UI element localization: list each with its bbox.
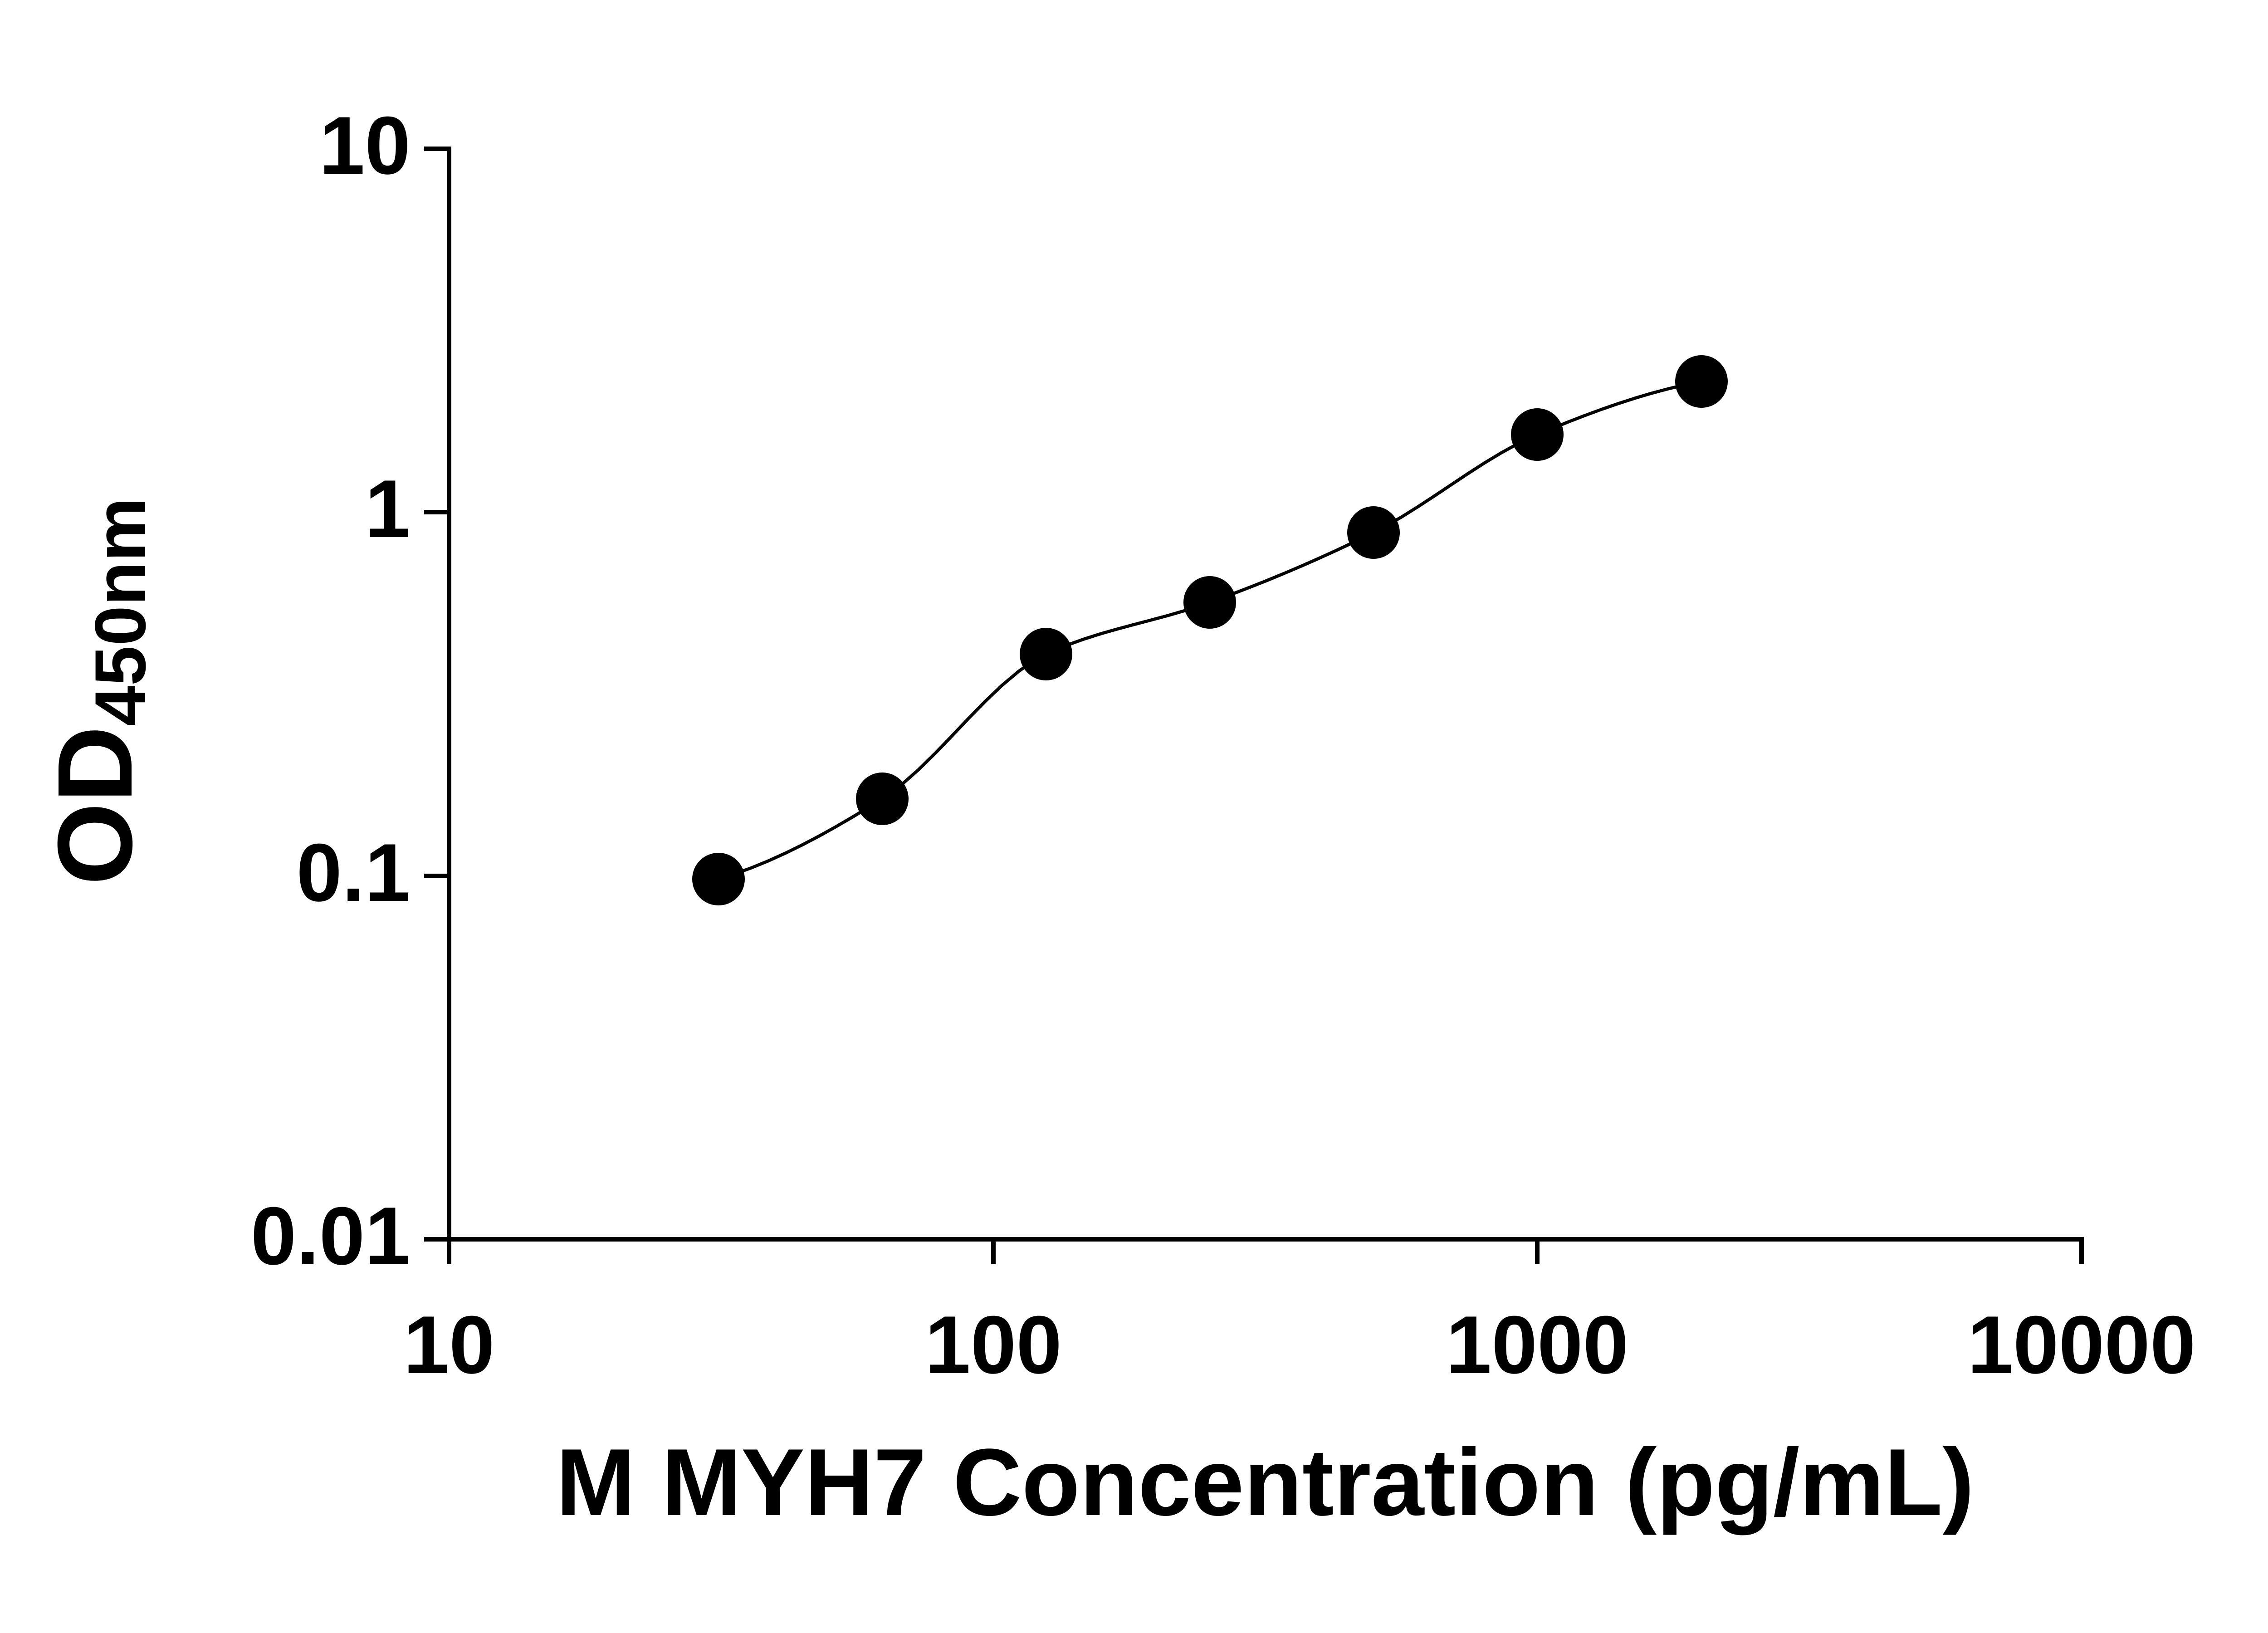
svg-text:M MYH7 Concentration (pg/mL): M MYH7 Concentration (pg/mL)	[556, 1429, 1975, 1535]
svg-text:10000: 10000	[1967, 1299, 2195, 1391]
svg-text:100: 100	[925, 1299, 1062, 1391]
svg-text:1: 1	[365, 463, 411, 555]
svg-text:10: 10	[319, 100, 411, 191]
svg-text:1000: 1000	[1446, 1299, 1629, 1391]
svg-text:0.1: 0.1	[296, 827, 411, 919]
svg-text:0.01: 0.01	[251, 1190, 411, 1282]
svg-text:10: 10	[403, 1299, 494, 1391]
